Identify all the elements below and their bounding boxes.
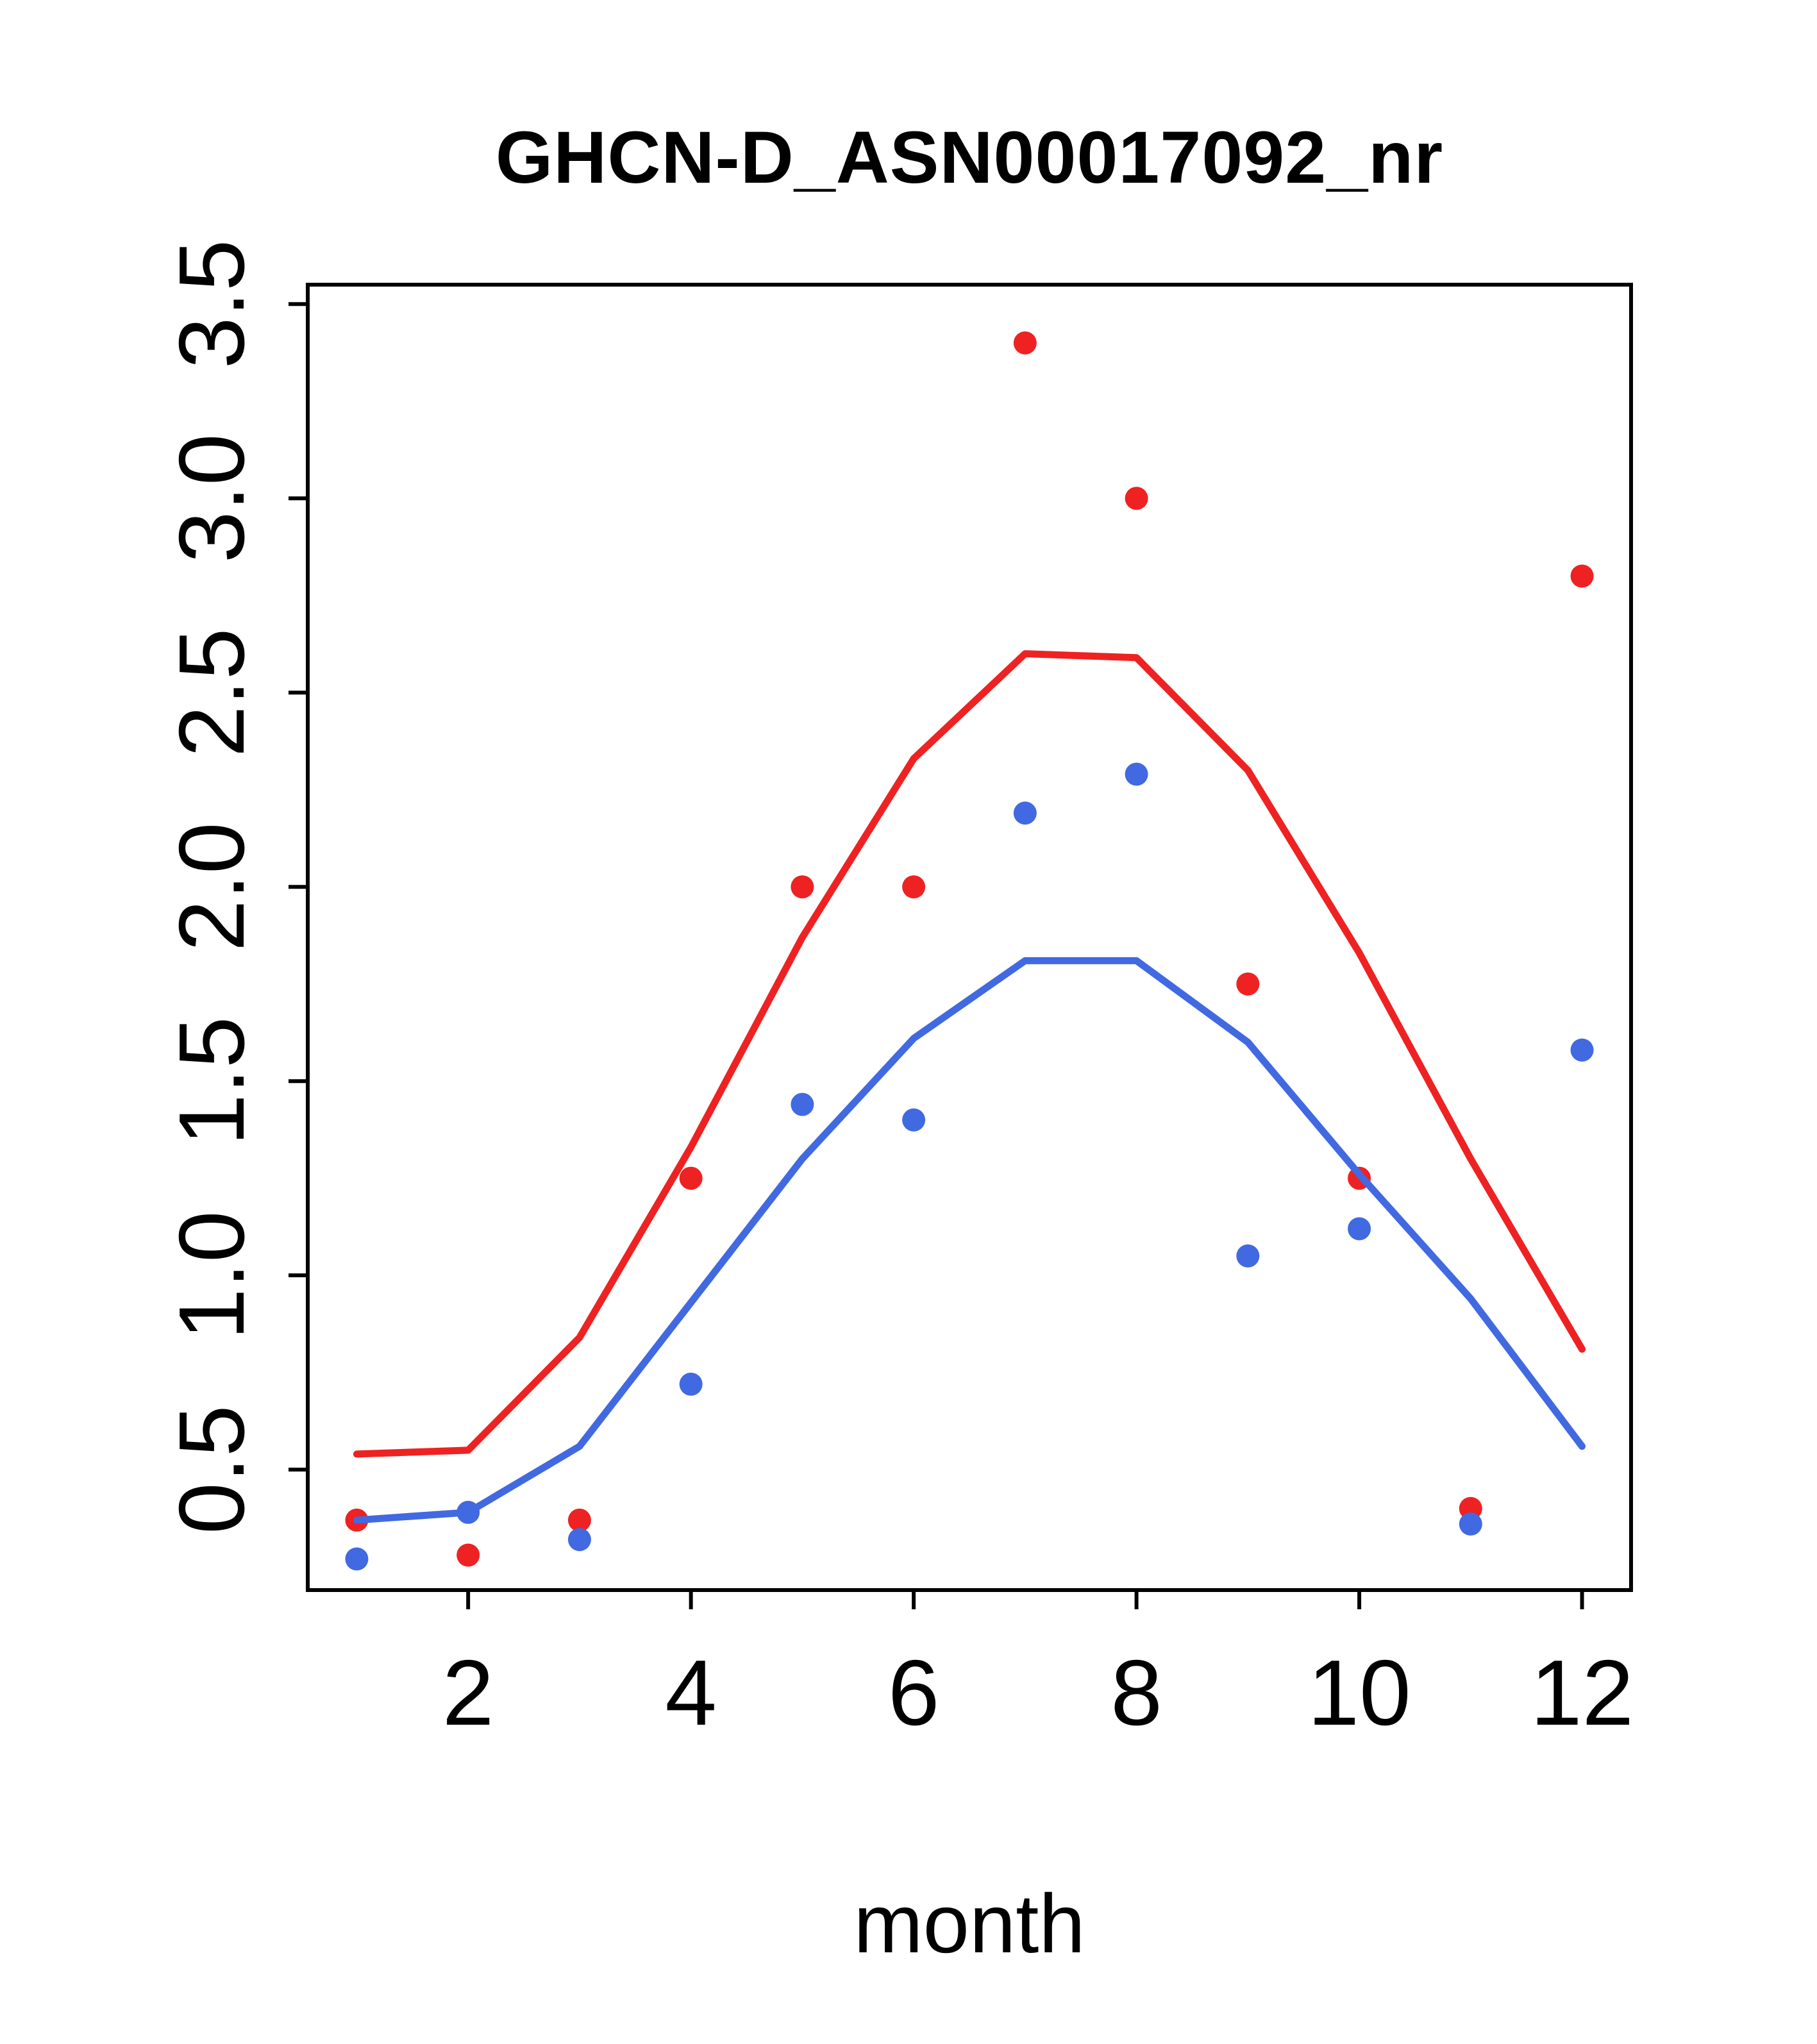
red-points-point [456, 1543, 480, 1567]
red-points-point [791, 875, 814, 899]
blue-points-point [1348, 1217, 1371, 1241]
y-tick-label: 3.5 [160, 240, 264, 369]
red-points-point [1125, 487, 1148, 510]
red-line [353, 650, 1586, 1458]
y-tick-label: 3.0 [160, 433, 264, 563]
x-tick-label: 4 [665, 1641, 717, 1745]
blue-line [353, 957, 1586, 1524]
blue-points-point [1125, 762, 1148, 786]
blue-points-point [1459, 1512, 1482, 1536]
red-points-point [679, 1166, 703, 1190]
x-tick-label: 12 [1530, 1641, 1634, 1745]
blue-points-point [1570, 1038, 1594, 1062]
red-points-point [902, 875, 926, 899]
red-points-point [1013, 331, 1037, 355]
y-tick-label: 0.5 [160, 1405, 264, 1534]
x-tick-label: 8 [1110, 1641, 1162, 1745]
blue-points-point [345, 1547, 369, 1571]
red-points-point [1236, 972, 1260, 996]
blue-points-point [791, 1093, 814, 1116]
y-tick-label: 1.0 [160, 1210, 264, 1340]
red-points-point [1570, 564, 1594, 588]
blue-points-point [679, 1372, 703, 1396]
blue-points-point [567, 1528, 591, 1552]
blue-points-point [902, 1108, 926, 1132]
chart-title: GHCN-D_ASN00017092_nr [495, 117, 1444, 199]
blue-points-point [1236, 1244, 1260, 1268]
x-tick-label: 10 [1307, 1641, 1411, 1745]
y-tick-label: 1.5 [160, 1016, 264, 1146]
plot-box [306, 283, 1633, 1592]
x-tick-label: 6 [888, 1641, 940, 1745]
red-points-point [567, 1508, 591, 1532]
y-tick-label: 2.0 [160, 822, 264, 951]
blue-points-point [1013, 801, 1037, 825]
x-tick-label: 2 [442, 1641, 494, 1745]
x-axis-label: month [853, 1877, 1085, 1970]
y-tick-label: 2.5 [160, 628, 264, 757]
